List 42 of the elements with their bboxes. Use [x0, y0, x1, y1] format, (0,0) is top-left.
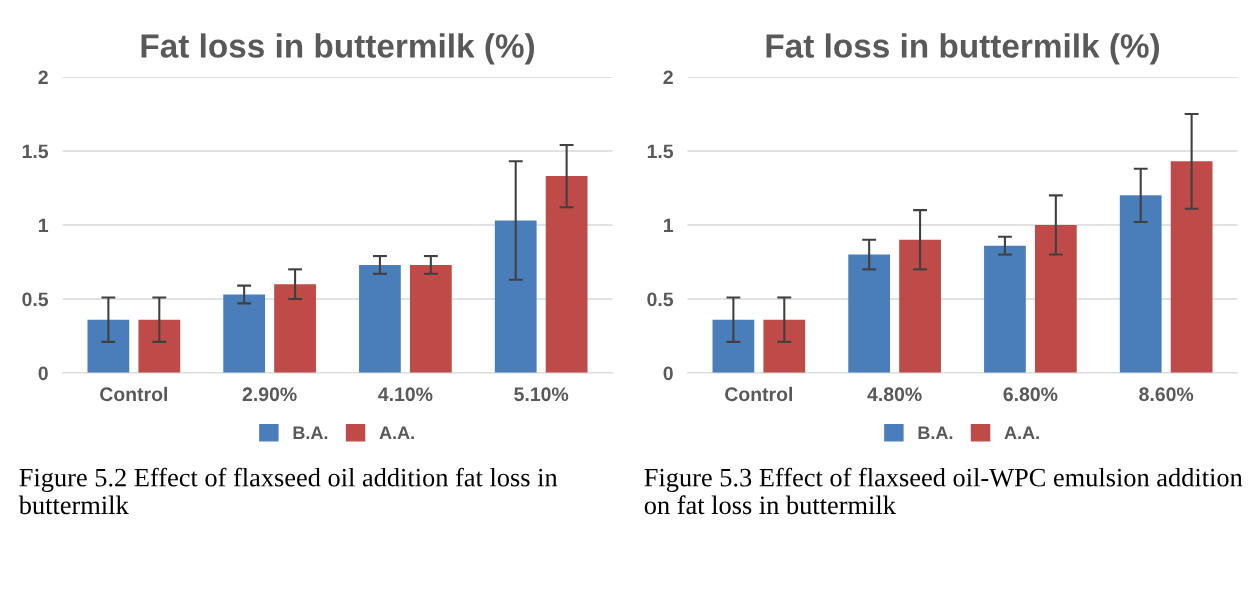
x-tick-label: Control — [725, 386, 793, 402]
y-tick-label: 0.5 — [647, 292, 674, 307]
bar — [899, 239, 941, 373]
legend-label: A.A. — [1004, 426, 1039, 439]
bar — [274, 284, 316, 373]
bar — [87, 319, 130, 373]
y-tick-label: 1 — [39, 218, 49, 233]
y-tick-label: 1.5 — [22, 144, 49, 159]
bar — [359, 264, 401, 373]
bar — [984, 245, 1026, 373]
bar — [1119, 195, 1162, 373]
bar — [712, 319, 755, 373]
bar — [138, 319, 181, 373]
caption: Figure 5.2 Effect of flaxseed oil addition fat loss in buttermilk — [18, 467, 558, 515]
caption: Figure 5.3 Effect of flaxseed oil-WPC emulsion addition on fat loss in buttermilk — [644, 467, 1243, 515]
x-tick-label: 5.10% — [514, 387, 569, 402]
y-tick-label: 0 — [38, 366, 48, 381]
chart-title: Fat loss in buttermilk (%) — [766, 33, 1160, 65]
x-tick-label: 8.60% — [1139, 387, 1194, 402]
bar — [1170, 161, 1213, 373]
y-tick-label: 2 — [38, 70, 48, 85]
chart-title: Fat loss in buttermilk (%) — [141, 33, 535, 65]
bar — [763, 319, 806, 373]
y-tick-label: 1 — [664, 218, 674, 233]
y-tick-label: 1.5 — [647, 144, 674, 159]
x-tick-label: 2.90% — [242, 387, 297, 402]
legend-label: B.A. — [918, 426, 953, 439]
bar — [848, 254, 891, 373]
bar — [494, 220, 537, 373]
bar — [223, 294, 266, 373]
legend-label: A.A. — [379, 426, 414, 439]
bar — [409, 264, 452, 373]
x-tick-label: Control — [100, 386, 168, 402]
bar — [545, 176, 588, 373]
y-tick-label: 2 — [663, 70, 673, 85]
x-tick-label: 6.80% — [1003, 387, 1058, 402]
legend-label: B.A. — [293, 426, 328, 439]
x-tick-label: 4.10% — [378, 387, 433, 402]
y-tick-label: 0.5 — [22, 292, 49, 307]
x-tick-label: 4.80% — [867, 387, 922, 402]
bar — [1034, 224, 1077, 373]
y-tick-label: 0 — [663, 366, 673, 381]
